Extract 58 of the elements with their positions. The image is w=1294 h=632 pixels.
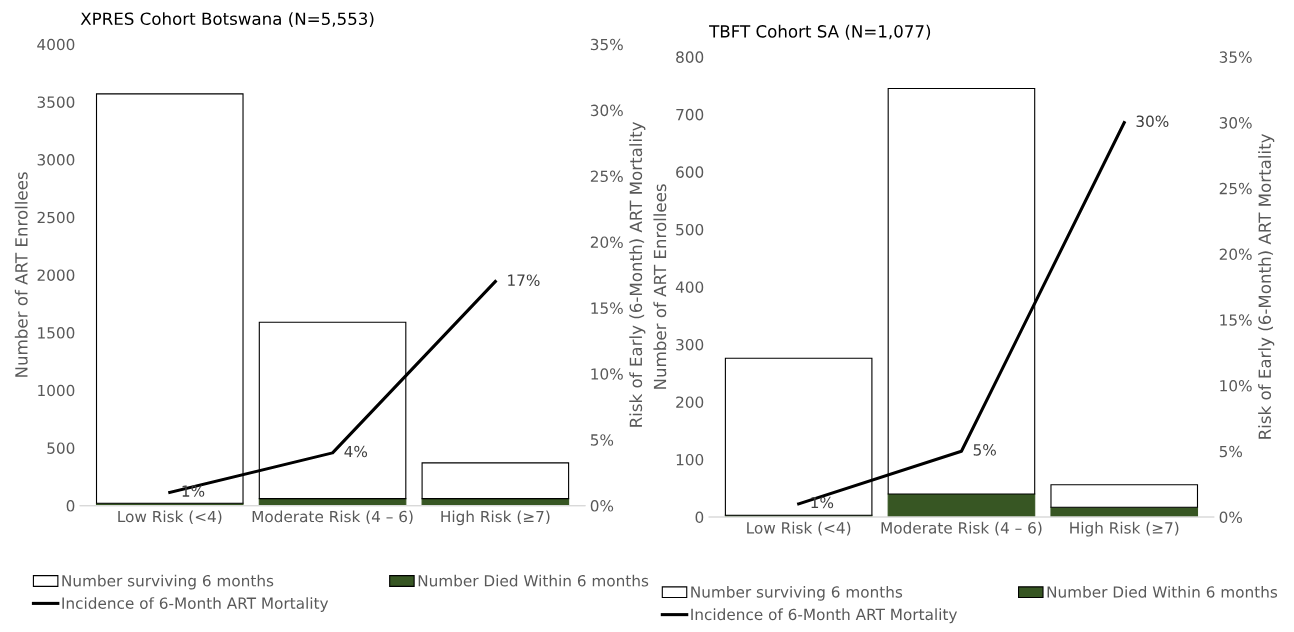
y2-tick-label: 30% (590, 104, 623, 117)
y-tick-label: 400 (675, 281, 704, 293)
y2-tick-label: 15% (1220, 314, 1252, 326)
x-tick-label: Low Risk (<4) (118, 510, 222, 525)
y-tick-label: 3500 (37, 96, 75, 108)
y-axis-title: Number of ART Enrollees (14, 172, 28, 377)
x-tick-label: High Risk (≥7) (441, 510, 550, 526)
data-label: 17% (508, 274, 540, 286)
y2-tick-label: 20% (590, 236, 623, 248)
y2-tick-label: 35% (1219, 51, 1252, 63)
legend-label: Incidence of 6-Month ART Mortality (691, 608, 957, 624)
y2-tick-label: 20% (1219, 248, 1252, 261)
y-tick-label: 500 (676, 223, 704, 236)
x-tick-label: Moderate Risk (4 – 6) (881, 521, 1042, 536)
data-label: 30% (1136, 115, 1169, 128)
y-tick-label: 1500 (38, 327, 75, 339)
y2-tick-label: 0% (1219, 511, 1243, 523)
y-tick-label: 300 (676, 338, 704, 351)
y-tick-label: 3000 (37, 154, 75, 166)
y2-tick-label: 5% (590, 434, 614, 446)
y-tick-label: 700 (676, 108, 704, 121)
y2-tick-label: 25% (1219, 182, 1252, 195)
y2-tick-label: 10% (1220, 379, 1252, 392)
x-tick-label: High Risk (≥7) (1070, 521, 1179, 537)
y-axis-title: Number of ART Enrollees (653, 184, 667, 389)
legend-label: Number surviving 6 months (691, 585, 903, 601)
data-label: 1% (182, 485, 205, 497)
legend-label: Number Died Within 6 months (418, 574, 649, 587)
y-tick-label: 200 (676, 396, 704, 408)
y-tick-label: 0 (66, 500, 75, 512)
legend-label: Number surviving 6 months (62, 574, 274, 590)
y-tick-label: 100 (676, 453, 704, 466)
y-tick-label: 2500 (37, 211, 75, 224)
y2-tick-label: 15% (591, 302, 623, 314)
legend-label: Number Died Within 6 months (1047, 585, 1278, 598)
y-tick-label: 2000 (37, 269, 75, 281)
y-tick-label: 800 (676, 51, 704, 63)
y2-tick-label: 25% (590, 170, 623, 183)
chart-title: XPRES Cohort Botswana (N=5,553) (80, 12, 374, 27)
y-tick-label: 1000 (38, 384, 75, 397)
y2-tick-label: 10% (591, 368, 623, 380)
y-tick-label: 4000 (37, 38, 75, 51)
y-tick-label: 500 (47, 442, 75, 454)
data-label: 4% (344, 445, 368, 458)
x-tick-label: Moderate Risk (4 – 6) (252, 510, 413, 525)
y2-tick-label: 0% (590, 500, 614, 512)
y-tick-label: 0 (695, 511, 704, 523)
y2-axis-title: Risk of Early (6-Month) ART Mortality (629, 121, 646, 427)
y2-axis-title: Risk of Early (6-Month) ART Mortality (1258, 134, 1275, 439)
chart-title: TBFT Cohort SA (N=1,077) (709, 24, 931, 40)
y-tick-label: 600 (676, 166, 704, 178)
legend-label: Incidence of 6-Month ART Mortality (62, 597, 329, 612)
data-label: 5% (973, 444, 996, 456)
y2-tick-label: 30% (1219, 117, 1252, 129)
x-tick-label: Low Risk (<4) (747, 521, 851, 536)
y2-tick-label: 35% (590, 38, 623, 51)
data-label: 1% (811, 496, 834, 509)
y2-tick-label: 5% (1219, 445, 1243, 458)
